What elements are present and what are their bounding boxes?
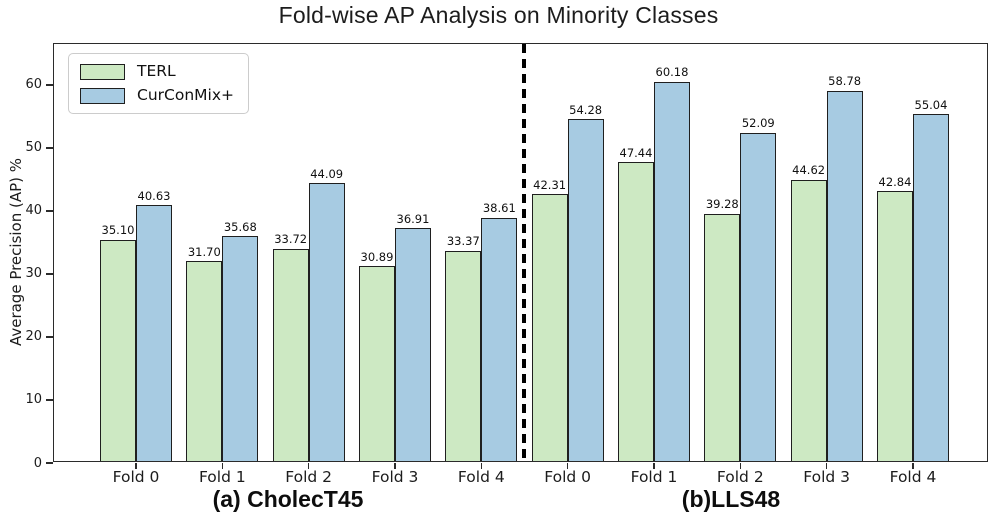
bar-curconmix — [222, 236, 259, 461]
subplot-divider — [522, 44, 527, 461]
bar-value-label: 58.78 — [828, 74, 862, 89]
y-tick-label: 40 — [25, 203, 42, 219]
x-tick-mark — [135, 463, 137, 469]
bar-terl — [272, 248, 309, 461]
x-tick-mark — [480, 463, 483, 469]
x-tick-label: Fold 3 — [803, 468, 851, 486]
bar-curconmix — [481, 217, 518, 461]
bar-value-label: 35.10 — [101, 223, 135, 238]
curconmix-color-swatch — [80, 87, 125, 104]
bar-terl — [617, 162, 654, 461]
x-tick-label: Fold 2 — [285, 468, 333, 486]
bar-value-label: 35.68 — [223, 219, 257, 234]
bar-terl — [358, 266, 395, 461]
x-tick-label: Fold 3 — [371, 468, 419, 486]
y-tick-mark — [46, 210, 53, 212]
y-tick-label: 20 — [25, 329, 42, 345]
bar-value-label: 31.70 — [187, 244, 221, 259]
bars-layer: 0 10 20 30 40 50 60 35.10 40.63 Fold 0 31.70 35.68 F… — [25, 44, 987, 486]
bar-terl — [100, 239, 136, 461]
x-tick-mark — [653, 463, 655, 469]
bar-value-label: 30.89 — [360, 249, 394, 264]
x-tick-mark — [394, 463, 396, 469]
bar-value-label: 44.09 — [310, 166, 344, 181]
plot-area: TERL CurConMix+ 0 10 20 30 40 50 60 35.10 40.63 F… — [25, 43, 988, 486]
y-tick-label: 60 — [25, 77, 42, 93]
bar-curconmix — [912, 114, 949, 461]
x-tick-label: Fold 4 — [457, 468, 505, 486]
legend-item-curconmix: CurConMix+ — [80, 86, 234, 105]
bar-value-label: 39.28 — [705, 197, 739, 212]
x-tick-label: Fold 4 — [889, 468, 937, 486]
x-tick-label: Fold 1 — [198, 468, 246, 486]
y-tick-label: 50 — [25, 140, 42, 156]
bar-terl — [186, 261, 223, 461]
x-tick-label: Fold 0 — [112, 468, 160, 486]
y-tick-label: 30 — [25, 266, 42, 282]
bar-curconmix — [567, 119, 604, 461]
y-tick-mark — [46, 84, 53, 86]
x-tick-mark — [825, 463, 828, 469]
subplot-caption-cholect45: (a) CholecT45 — [212, 486, 364, 512]
x-tick-mark — [912, 463, 914, 469]
x-tick-mark — [566, 463, 569, 469]
bar-value-label: 36.91 — [396, 211, 430, 226]
y-tick-mark — [46, 399, 53, 401]
y-tick-mark — [46, 147, 53, 149]
bar-terl — [790, 179, 827, 461]
y-tick-mark — [46, 336, 53, 338]
bar-terl — [876, 191, 913, 461]
legend-label-terl: TERL — [137, 62, 176, 80]
x-tick-label: Fold 1 — [630, 468, 678, 486]
legend: TERL CurConMix+ — [68, 53, 249, 115]
subplot-caption-lls48: (b)LLS48 — [681, 486, 781, 512]
bar-value-label: 33.72 — [274, 232, 308, 247]
bar-terl — [445, 250, 482, 461]
bar-terl — [704, 213, 741, 461]
bar-curconmix — [653, 81, 690, 461]
bar-value-label: 55.04 — [914, 97, 948, 112]
y-tick-mark — [46, 273, 53, 275]
bar-value-label: 47.44 — [619, 145, 653, 160]
bar-value-label: 42.84 — [878, 174, 912, 189]
bar-curconmix — [136, 205, 172, 461]
bar-value-label: 38.61 — [482, 201, 516, 216]
bar-value-label: 44.62 — [792, 163, 826, 178]
terl-color-swatch — [80, 63, 125, 80]
bar-value-label: 52.09 — [741, 116, 775, 131]
x-tick-label: Fold 0 — [544, 468, 592, 486]
legend-item-terl: TERL — [80, 62, 234, 80]
y-tick-mark — [46, 462, 53, 464]
x-tick-mark — [739, 463, 742, 469]
bar-value-label: 54.28 — [569, 102, 603, 117]
y-tick-label: 0 — [33, 455, 42, 471]
bar-value-label: 40.63 — [137, 188, 171, 203]
bar-terl — [531, 194, 568, 461]
bar-curconmix — [394, 228, 431, 461]
y-tick-label: 10 — [25, 392, 42, 408]
bar-curconmix — [826, 90, 863, 461]
bar-value-label: 60.18 — [655, 65, 689, 80]
x-tick-label: Fold 2 — [716, 468, 764, 486]
bar-curconmix — [308, 183, 345, 461]
x-tick-mark — [307, 463, 310, 469]
y-axis-label: Average Precision (AP) % — [7, 157, 25, 347]
bar-value-label: 42.31 — [533, 177, 567, 192]
chart-title: Fold-wise AP Analysis on Minority Classe… — [278, 2, 719, 28]
bar-value-label: 33.37 — [446, 234, 480, 249]
bar-curconmix — [740, 132, 777, 461]
legend-label-curconmix: CurConMix+ — [137, 86, 234, 105]
x-tick-mark — [221, 463, 224, 469]
